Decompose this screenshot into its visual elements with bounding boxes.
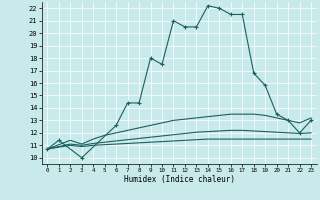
X-axis label: Humidex (Indice chaleur): Humidex (Indice chaleur) — [124, 175, 235, 184]
